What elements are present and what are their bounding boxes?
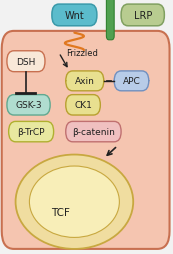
FancyBboxPatch shape xyxy=(2,32,170,249)
FancyBboxPatch shape xyxy=(52,5,97,27)
FancyBboxPatch shape xyxy=(121,5,164,27)
Ellipse shape xyxy=(29,166,119,237)
Text: Frizzled: Frizzled xyxy=(66,49,98,58)
Text: GSK-3: GSK-3 xyxy=(15,101,42,110)
FancyBboxPatch shape xyxy=(106,0,114,41)
FancyBboxPatch shape xyxy=(114,72,149,91)
Text: DSH: DSH xyxy=(16,57,36,67)
Text: TCF: TCF xyxy=(51,207,70,217)
FancyBboxPatch shape xyxy=(9,122,54,142)
Text: β-catenin: β-catenin xyxy=(72,128,115,137)
FancyBboxPatch shape xyxy=(66,122,121,142)
FancyBboxPatch shape xyxy=(7,95,50,116)
Text: LRP: LRP xyxy=(134,11,152,21)
Ellipse shape xyxy=(16,155,133,249)
Text: Wnt: Wnt xyxy=(65,11,84,21)
FancyBboxPatch shape xyxy=(38,201,83,224)
Text: β-TrCP: β-TrCP xyxy=(17,128,45,137)
Text: APC: APC xyxy=(123,77,140,86)
FancyBboxPatch shape xyxy=(66,72,104,91)
FancyBboxPatch shape xyxy=(66,95,100,116)
FancyBboxPatch shape xyxy=(7,52,45,72)
Text: CK1: CK1 xyxy=(74,101,92,110)
Text: Axin: Axin xyxy=(75,77,95,86)
